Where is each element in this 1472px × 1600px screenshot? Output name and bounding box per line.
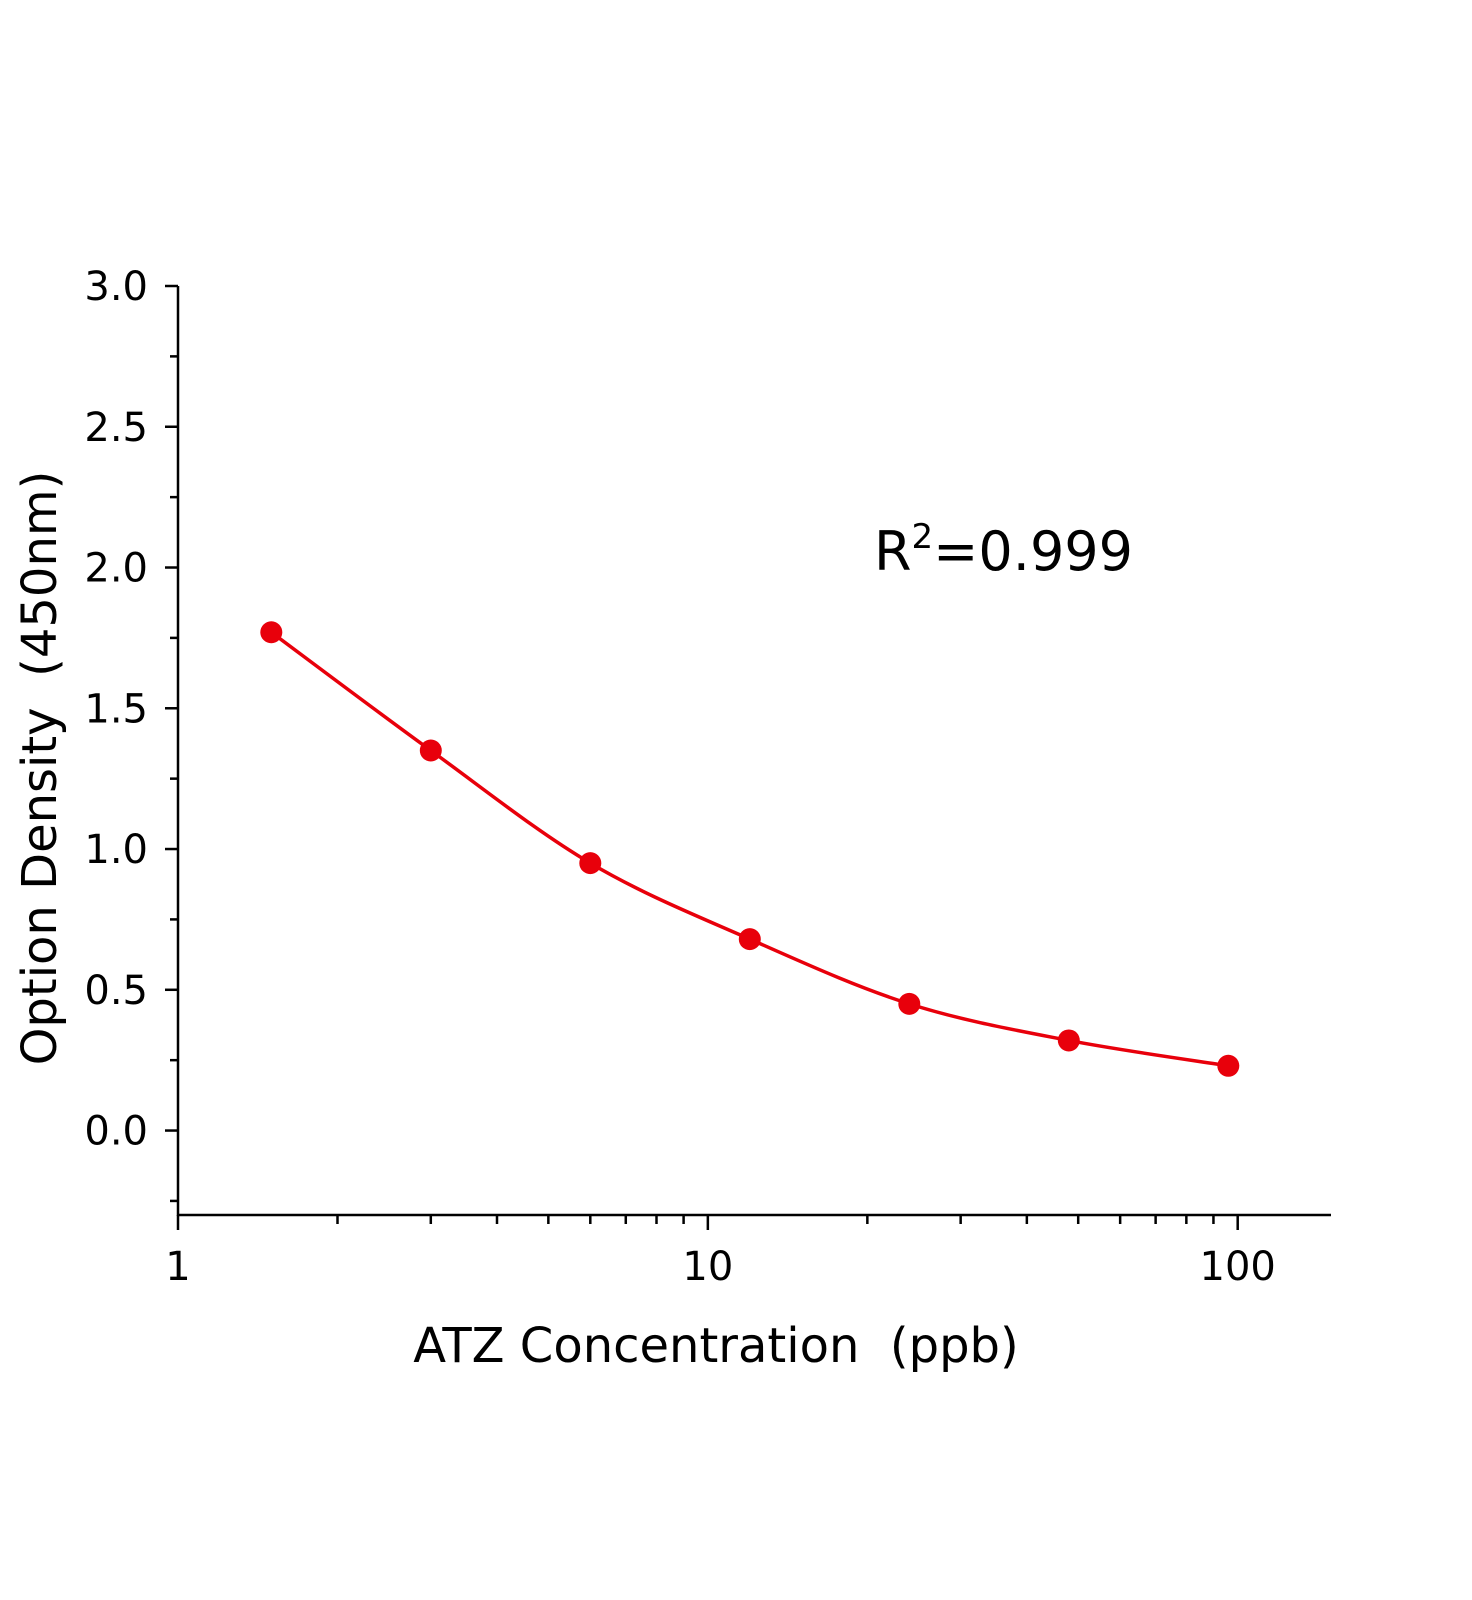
- annotation-rest: =0.999: [933, 520, 1133, 583]
- y-tick-label: 2.0: [84, 546, 148, 592]
- x-tick-label: 10: [682, 1244, 733, 1290]
- data-point: [1057, 1029, 1080, 1052]
- annotation: R2=0.999: [874, 517, 1133, 583]
- y-tick-label: 1.5: [84, 686, 148, 732]
- y-tick-label: 3.0: [84, 264, 148, 310]
- fit-curve: [270, 630, 1229, 1068]
- y-tick-label: 1.0: [84, 827, 148, 873]
- x-tick-label: 100: [1200, 1244, 1276, 1290]
- x-tick-label: 1: [165, 1244, 190, 1290]
- data-point: [898, 992, 921, 1015]
- data-point: [579, 852, 602, 875]
- data-point: [419, 739, 442, 762]
- x-axis-title: ATZ Concentration (ppb): [413, 1318, 1019, 1374]
- data-point: [260, 621, 283, 644]
- annotation-base: R: [874, 520, 912, 583]
- y-tick-label: 0.0: [84, 1109, 148, 1155]
- y-tick-label: 2.5: [84, 405, 148, 451]
- annotation-sup: 2: [912, 517, 934, 557]
- y-axis-title: Option Density (450nm): [12, 471, 68, 1066]
- y-tick-label: 0.5: [84, 968, 148, 1014]
- data-point: [738, 928, 761, 951]
- data-point: [1217, 1054, 1240, 1077]
